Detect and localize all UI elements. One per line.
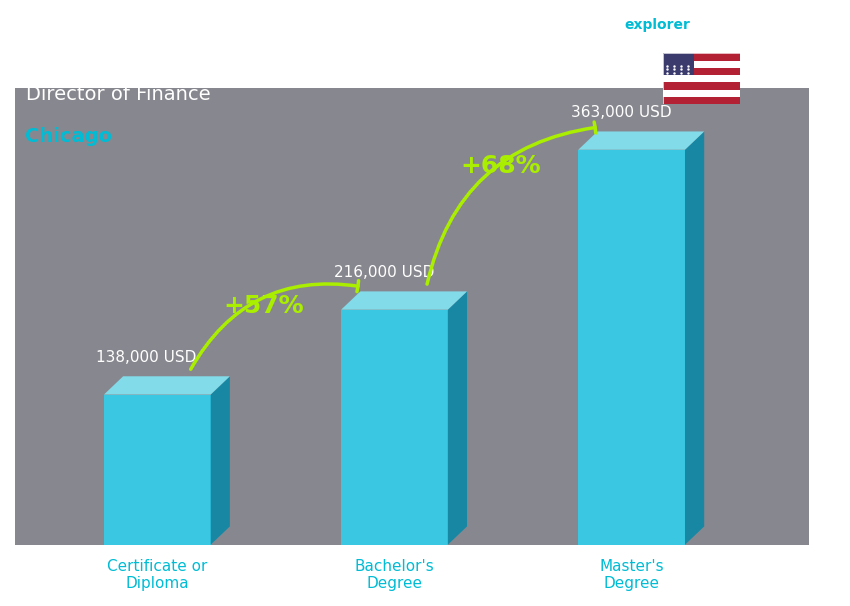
Polygon shape — [685, 132, 704, 545]
Polygon shape — [104, 376, 230, 395]
Polygon shape — [341, 291, 467, 310]
Bar — [663, 61, 740, 68]
Bar — [663, 53, 740, 61]
Polygon shape — [448, 291, 467, 545]
Bar — [663, 75, 740, 82]
Polygon shape — [578, 150, 685, 545]
Text: .com: .com — [688, 18, 726, 32]
Polygon shape — [211, 376, 230, 545]
Bar — [663, 53, 694, 75]
Text: Average Yearly Salary: Average Yearly Salary — [827, 242, 837, 364]
Text: 138,000 USD: 138,000 USD — [96, 350, 197, 365]
Text: Chicago: Chicago — [26, 127, 112, 146]
Text: 216,000 USD: 216,000 USD — [333, 265, 434, 280]
Bar — [663, 68, 740, 75]
Polygon shape — [341, 310, 448, 545]
Text: Salary Comparison By Education: Salary Comparison By Education — [26, 30, 534, 58]
Bar — [663, 97, 740, 104]
Text: +57%: +57% — [224, 295, 304, 318]
Text: Director of Finance: Director of Finance — [26, 85, 210, 104]
Bar — [663, 90, 740, 97]
Text: 363,000 USD: 363,000 USD — [570, 105, 672, 120]
Text: +68%: +68% — [461, 154, 541, 178]
Text: salary: salary — [578, 18, 626, 32]
Polygon shape — [104, 395, 211, 545]
Bar — [663, 82, 740, 90]
Polygon shape — [578, 132, 704, 150]
Text: explorer: explorer — [625, 18, 690, 32]
